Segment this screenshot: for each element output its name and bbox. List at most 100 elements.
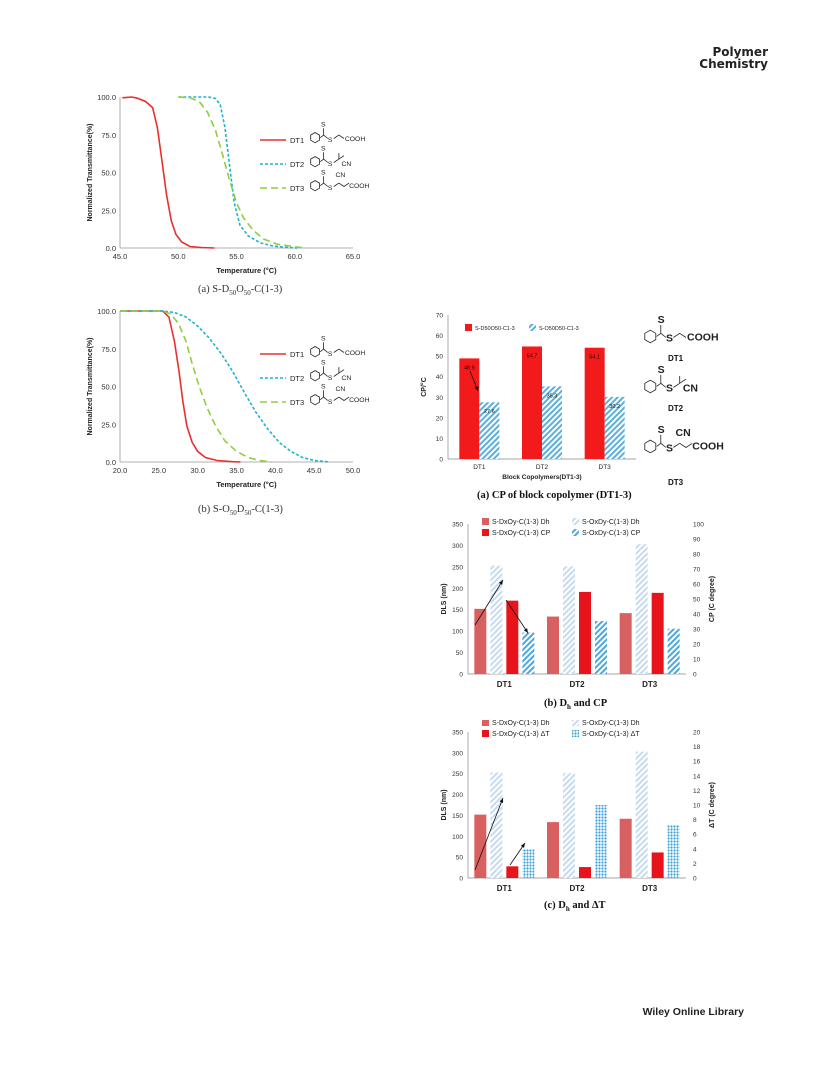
sulfur-label: S — [321, 146, 326, 153]
bond — [323, 158, 329, 163]
bond — [660, 332, 667, 338]
cooh-label: COOH — [345, 350, 365, 357]
sulfur-label: S — [328, 375, 333, 382]
bond — [319, 134, 324, 138]
bond — [673, 332, 687, 338]
x-tick-label: 35.0 — [229, 466, 244, 475]
y-right-tick-label: 0 — [693, 672, 697, 679]
y-tick-label: 300 — [452, 750, 463, 757]
y-right-axis-title: CP (C degree) — [709, 576, 716, 622]
benzene-ring — [310, 346, 320, 358]
legend-label-1: S-D50O50-C1-3 — [475, 326, 515, 332]
legend-label-1: S-DxOy-C(1-3) Dh — [492, 519, 550, 526]
sulfur-label: S — [328, 185, 333, 192]
structure-name-dt2: DT2 — [668, 404, 684, 413]
bar-dt3-series-3 — [651, 592, 664, 674]
x-category-label: DT2 — [569, 680, 585, 689]
bar-dt3-series-2 — [635, 751, 648, 878]
brand-line-2: Chemistry — [699, 57, 768, 71]
x-tick-label: 50.0 — [171, 252, 186, 261]
x-tick-label: 45.0 — [307, 466, 322, 475]
sulfur-label: S — [321, 384, 326, 391]
legend-swatch-2 — [572, 720, 579, 726]
y-right-tick-label: 80 — [693, 552, 701, 559]
legend-swatch-1 — [482, 720, 489, 726]
y-axis-title: DLS (nm) — [441, 789, 448, 820]
bar-value-label: 54.1 — [589, 355, 600, 361]
x-tick-label: 40.0 — [268, 466, 283, 475]
bond — [338, 369, 345, 374]
y-tick-label: 350 — [452, 730, 463, 737]
bond — [679, 442, 693, 448]
bond — [673, 382, 680, 388]
bond — [333, 396, 340, 401]
trend-arrowhead — [523, 628, 528, 633]
y-tick-label: 50.0 — [101, 383, 116, 392]
y-right-tick-label: 18 — [693, 744, 701, 751]
bar-dt2-series-2 — [542, 386, 562, 459]
bond — [323, 372, 329, 377]
x-category-label: DT3 — [599, 464, 612, 471]
x-axis-title: Temperature (°C) — [216, 266, 277, 275]
bar-dt1-series-1 — [474, 814, 487, 878]
chart-cp-block-copolymer: 0 10 20 30 40 50 60 70 CP/°C 48.9 27.6 DT1 54.7 35.3 D… — [420, 313, 724, 488]
trend-arrow — [474, 797, 504, 871]
x-tick-label: 50.0 — [346, 466, 361, 475]
bond — [323, 182, 329, 187]
bar-dt1-series-2 — [490, 565, 503, 674]
x-tick-label: 55.0 — [229, 252, 244, 261]
legend-swatch-1 — [482, 518, 489, 525]
trend-arrowhead — [474, 386, 479, 391]
y-tick-label: 60 — [436, 333, 444, 340]
y-right-tick-label: 30 — [693, 627, 701, 634]
y-tick-label: 250 — [452, 771, 463, 778]
sulfur-label: S — [328, 351, 333, 358]
bond — [673, 442, 680, 448]
footer-wiley-online-library: Wiley Online Library — [642, 1006, 744, 1018]
bar-dt3-series-4 — [667, 824, 680, 878]
bar-dt3-series-2 — [604, 396, 625, 459]
x-category-label: DT3 — [642, 680, 658, 689]
bar-dt2-series-3 — [579, 867, 591, 878]
y-tick-label: 100 — [452, 834, 463, 841]
benzene-ring — [310, 180, 320, 192]
bond — [656, 332, 662, 337]
cooh-label: COOH — [687, 332, 719, 344]
series-line-dt1 — [122, 96, 215, 249]
legend-label-dt2: DT2 — [290, 374, 304, 383]
bond — [319, 158, 324, 162]
y-right-tick-label: 20 — [693, 642, 701, 649]
sulfur-label: S — [328, 399, 333, 406]
y-tick-label: 25.0 — [101, 206, 116, 215]
sulfur-label: S — [666, 383, 673, 395]
x-category-label: DT1 — [497, 680, 513, 689]
trend-arrowhead — [520, 843, 525, 848]
bar-dt1-series-3 — [506, 866, 519, 878]
y-tick-label: 70 — [436, 313, 444, 320]
legend-label-2: S-OxDy-C(1-3) Dh — [582, 720, 640, 727]
bar-dt2-series-4 — [595, 805, 607, 878]
y-tick-label: 50 — [456, 650, 464, 657]
sulfur-label: S — [666, 443, 673, 455]
bond — [333, 372, 340, 377]
x-axis-title: Temperature (°C) — [216, 480, 277, 489]
cooh-label: COOH — [349, 397, 369, 404]
bond — [660, 442, 667, 448]
caption-b2: (b) Dh and CP — [544, 698, 608, 712]
bar-dt2-series-2 — [563, 566, 575, 674]
bond — [338, 182, 350, 187]
legend-swatch-3 — [482, 529, 489, 536]
bar-dt3-series-1 — [584, 347, 605, 459]
y-tick-label: 250 — [452, 564, 463, 571]
bond — [656, 382, 662, 387]
legend-swatch-2 — [529, 324, 536, 331]
bond — [323, 396, 329, 401]
bar-dt2-series-1 — [547, 822, 559, 878]
y-tick-label: 0 — [439, 457, 443, 464]
y-right-tick-label: 14 — [693, 773, 701, 780]
legend-label-dt1: DT1 — [290, 350, 304, 359]
benzene-ring — [644, 439, 657, 454]
caption-c2: (c) Dh and ΔT — [544, 900, 606, 914]
x-category-label: DT1 — [473, 464, 486, 471]
bar-dt3-series-1 — [619, 818, 632, 878]
